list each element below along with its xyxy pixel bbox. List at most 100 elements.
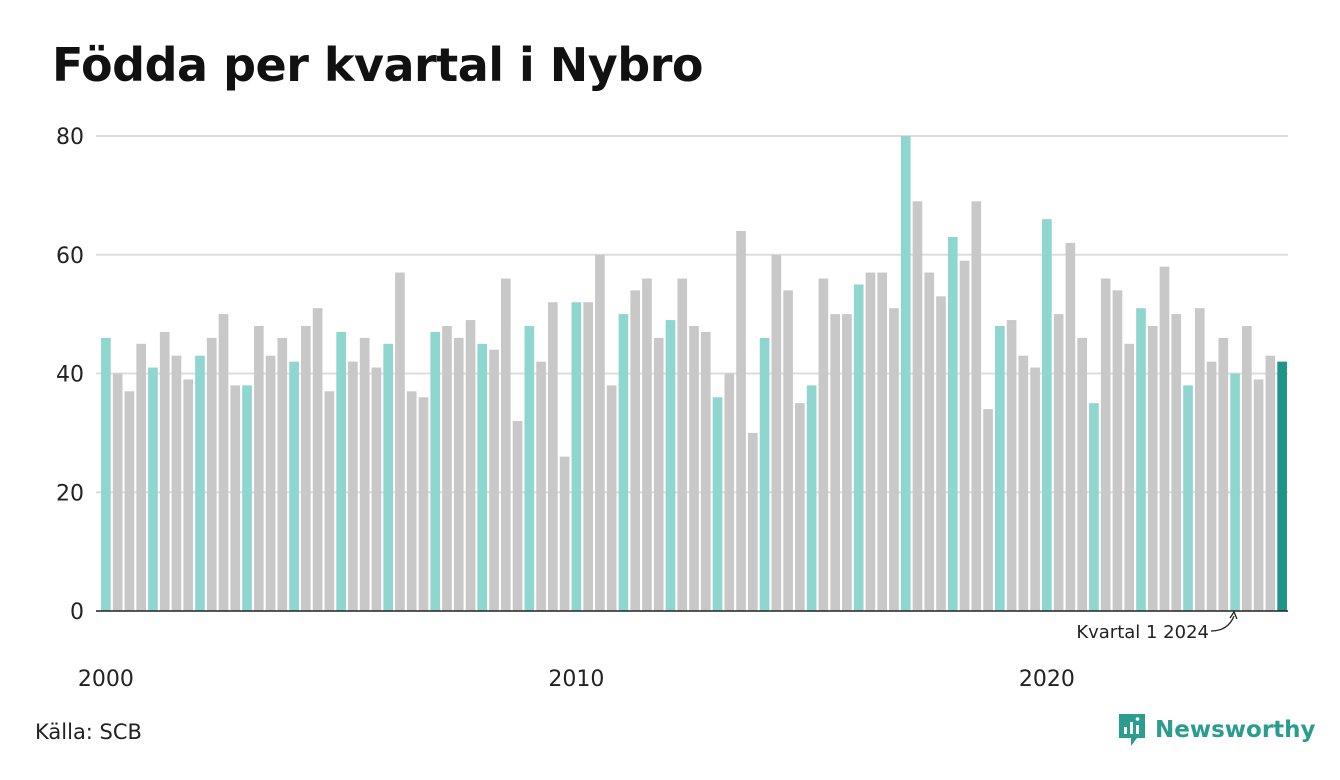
bar — [936, 296, 946, 611]
bar — [771, 254, 782, 611]
bar — [830, 314, 840, 612]
bar — [759, 337, 770, 612]
bar — [148, 367, 158, 611]
newsworthy-logo-icon — [1119, 714, 1145, 746]
bar — [924, 272, 935, 611]
bar — [383, 343, 394, 611]
x-tick-label: 2020 — [1019, 667, 1075, 692]
annotation: Kvartal 1 2024 — [1076, 610, 1238, 643]
bar — [653, 337, 664, 612]
source-note: Källa: SCB — [35, 720, 142, 744]
bar — [583, 302, 593, 611]
x-tick-label: 2000 — [78, 667, 134, 692]
bar — [242, 385, 252, 612]
brand-logo[interactable]: Newsworthy — [1117, 712, 1316, 748]
bar — [665, 320, 676, 611]
bar-highlight — [1277, 361, 1287, 612]
bar — [747, 432, 758, 612]
bar — [806, 385, 817, 612]
bar — [265, 355, 276, 611]
bar — [677, 278, 688, 611]
bar — [453, 337, 464, 612]
bar — [865, 272, 876, 611]
bar — [301, 326, 311, 611]
bar — [1242, 326, 1252, 611]
bar — [218, 314, 229, 612]
bar — [818, 278, 829, 611]
bar — [348, 361, 358, 612]
bar — [359, 337, 370, 612]
bar — [700, 331, 711, 611]
bar — [1124, 343, 1135, 611]
y-tick-label: 40 — [56, 363, 84, 388]
bar — [230, 385, 241, 612]
bar — [536, 361, 546, 612]
bar — [277, 337, 288, 612]
y-tick-label: 0 — [70, 600, 84, 625]
bar — [618, 314, 629, 612]
annotation-arrow — [1210, 615, 1235, 632]
bar — [1136, 308, 1146, 611]
bar — [900, 136, 911, 611]
bar — [371, 367, 382, 611]
bar — [889, 308, 899, 611]
bars — [101, 136, 1287, 612]
bar — [595, 254, 605, 611]
bar — [124, 391, 135, 611]
bar — [395, 272, 405, 611]
bar — [1112, 290, 1123, 612]
bar — [1018, 355, 1029, 611]
bar — [1077, 337, 1087, 612]
bar — [406, 391, 417, 611]
bar — [524, 326, 535, 611]
bar — [1265, 355, 1276, 611]
bar — [571, 302, 582, 611]
bar — [195, 355, 205, 611]
chart-title: Födda per kvartal i Nybro — [52, 38, 704, 92]
bar — [736, 231, 746, 611]
bar — [559, 456, 570, 612]
bar — [1171, 314, 1182, 612]
bar — [159, 331, 170, 611]
bar — [877, 272, 888, 611]
bar — [1159, 266, 1170, 612]
bar — [206, 337, 217, 612]
bar — [1230, 373, 1240, 611]
bar — [795, 403, 805, 611]
annotation-label: Kvartal 1 2024 — [1076, 622, 1209, 643]
bar — [1065, 242, 1076, 612]
bar — [1053, 314, 1064, 612]
tick-labels: 0 20 40 60 80 2000 2010 2020 — [56, 125, 1075, 692]
bar — [1218, 337, 1229, 612]
bar — [712, 397, 723, 611]
y-tick-label: 60 — [56, 244, 84, 269]
bar — [1147, 326, 1158, 611]
bar — [1100, 278, 1111, 611]
bar — [995, 326, 1005, 611]
x-tick-label: 2010 — [548, 667, 604, 692]
bar — [442, 326, 452, 611]
bar — [1006, 320, 1017, 611]
bar — [430, 331, 441, 611]
bar — [912, 201, 923, 611]
bar — [853, 284, 864, 611]
bar — [1194, 308, 1205, 611]
bar — [512, 421, 523, 611]
bar — [971, 201, 982, 611]
bar — [1042, 219, 1052, 612]
bar — [112, 373, 123, 611]
bar — [489, 349, 499, 611]
bar — [1253, 379, 1264, 611]
y-tick-label: 20 — [56, 481, 84, 506]
bar — [136, 343, 146, 611]
bar — [783, 290, 793, 612]
bar — [183, 379, 194, 611]
bar — [642, 278, 652, 611]
bar — [324, 391, 335, 611]
bar — [724, 373, 735, 611]
bar — [101, 337, 111, 612]
bar — [983, 409, 993, 612]
bar — [253, 326, 264, 611]
bar — [606, 385, 617, 612]
bar — [548, 302, 558, 611]
